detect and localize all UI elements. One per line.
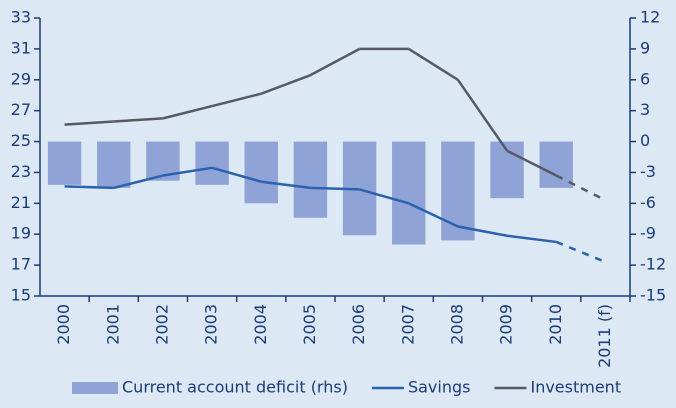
- x-tick-label: 2004: [251, 304, 270, 345]
- x-tick-label: 2010: [546, 304, 565, 345]
- x-tick-label: 2007: [398, 304, 417, 345]
- y-tick-label: 19: [11, 224, 31, 243]
- y2-tick-label: -3: [640, 162, 656, 181]
- y2-tick-label: -9: [640, 224, 656, 243]
- line-segment: [456, 79, 509, 152]
- line-segment: [113, 117, 163, 123]
- line-segment: [260, 73, 311, 95]
- x-tick-label: 2008: [447, 304, 466, 345]
- bar: [539, 141, 573, 188]
- y-tick-label: 23: [11, 162, 31, 181]
- x-tick-label: 2011 (f): [595, 304, 614, 368]
- legend-label: Current account deficit (rhs): [122, 378, 348, 397]
- bar: [47, 141, 82, 185]
- bar: [441, 141, 475, 241]
- y-tick-label: 33: [11, 8, 31, 27]
- y-tick-label: 15: [11, 286, 31, 305]
- y-tick-label: 31: [11, 38, 31, 57]
- legend-label: Savings: [408, 378, 471, 397]
- y2-tick-label: -6: [640, 193, 656, 212]
- y2-tick-label: -15: [640, 286, 666, 305]
- line-segment: [310, 186, 360, 191]
- y2-tick-label: -12: [640, 255, 666, 274]
- line-segment: [64, 185, 114, 190]
- line-segment: [408, 202, 459, 228]
- line-segment: [162, 104, 213, 120]
- bar: [244, 141, 278, 204]
- bar: [97, 141, 131, 188]
- y2-tick-label: 3: [640, 100, 650, 119]
- x-tick-label: 2006: [349, 304, 368, 345]
- x-tick-label: 2005: [300, 304, 319, 345]
- y-tick-label: 29: [11, 69, 31, 88]
- line-segment: [408, 47, 459, 81]
- line-segment: [555, 240, 606, 264]
- line-segment: [162, 166, 213, 177]
- line-segment: [261, 180, 311, 190]
- legend-label: Investment: [530, 378, 621, 397]
- bar: [195, 141, 229, 185]
- line-segment: [359, 188, 410, 205]
- y-tick-label: 27: [11, 100, 31, 119]
- line-segment: [64, 120, 114, 126]
- line-segment: [555, 174, 606, 202]
- x-tick-label: 2003: [202, 304, 221, 345]
- line-segment: [113, 174, 164, 190]
- y2-tick-label: 12: [640, 8, 660, 27]
- x-tick-label: 2002: [152, 304, 171, 345]
- line-segment: [211, 92, 262, 108]
- x-tick-label: 2000: [54, 304, 73, 345]
- x-tick-label: 2001: [103, 304, 122, 345]
- line-segment: [506, 149, 557, 177]
- x-tick-label: 2009: [497, 304, 516, 345]
- y2-tick-label: 6: [640, 69, 650, 88]
- line-segment: [211, 166, 262, 183]
- y2-tick-label: 9: [640, 38, 650, 57]
- bar: [392, 141, 426, 245]
- legend-swatch: [72, 382, 118, 394]
- line-segment: [457, 225, 508, 237]
- y-tick-label: 21: [11, 193, 31, 212]
- y-tick-label: 17: [11, 255, 31, 274]
- line-segment: [309, 47, 361, 77]
- line-segment: [506, 234, 557, 244]
- bar: [293, 141, 328, 218]
- y2-tick-label: 0: [640, 131, 650, 150]
- y-tick-label: 25: [11, 131, 31, 150]
